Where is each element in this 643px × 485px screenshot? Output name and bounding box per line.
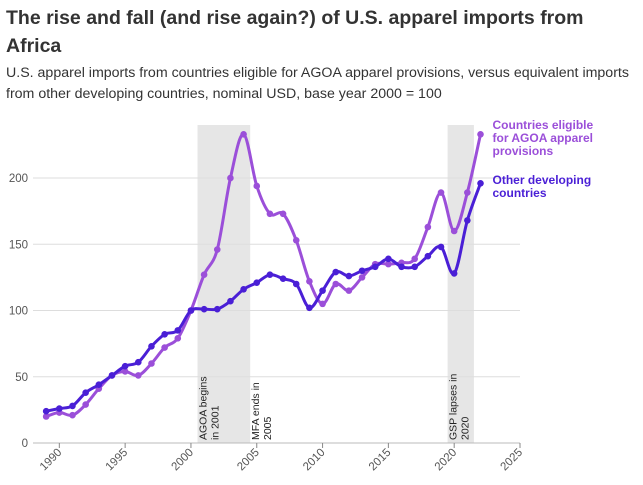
data-point [187,307,195,314]
data-point [385,260,392,268]
y-tick-label: 0 [22,438,28,450]
shaded-period-label: GSP lapses in [448,373,460,440]
data-point [121,362,129,370]
annotations: AGOA begins in 2001 GSP lapses in 2020 MFA e… [198,373,472,440]
data-point [56,405,63,412]
series-label: provisions [493,144,554,158]
data-point [200,271,208,279]
data-point [266,271,274,279]
series-lines [42,130,484,420]
data-point [345,287,353,294]
data-point [279,275,287,283]
data-point [450,227,458,235]
data-point [69,411,76,419]
data-point [332,268,340,276]
data-point [148,360,155,367]
data-point [266,210,274,218]
data-point [464,189,471,196]
data-point [398,263,405,271]
data-point [95,381,103,389]
data-point [253,279,261,286]
x-tick-label: 1995 [104,447,131,474]
data-point [240,130,247,138]
data-point [82,401,89,408]
y-tick-label: 200 [9,173,28,185]
data-point [148,342,155,350]
x-tick-label: 2020 [433,447,460,474]
data-point [424,223,432,231]
data-point [319,287,326,294]
data-point [227,174,234,182]
data-point [134,358,142,366]
shaded-period-label: AGOA begins [198,376,210,440]
series-label: countries [493,186,547,200]
data-point [306,278,313,285]
data-point [200,305,208,313]
data-point [42,407,50,415]
data-point [319,300,326,308]
x-tick-label: 2000 [169,447,196,474]
data-point [69,402,76,410]
data-point [358,274,366,281]
data-point [292,280,300,288]
chart-subtitle: U.S. apparel imports from countries elig… [6,65,629,102]
data-point [227,297,234,305]
data-point [371,263,379,271]
y-tick-label: 150 [9,239,28,251]
data-point [213,305,221,313]
y-tick-label: 50 [15,372,28,384]
data-point [82,389,89,396]
data-point [240,286,247,293]
annotation-label: 2005 [262,416,274,440]
data-point [292,236,300,244]
series-line-1 [45,182,482,413]
data-point [134,372,142,379]
data-point [306,304,313,312]
data-point [121,368,129,375]
y-tick-label: 100 [9,306,28,318]
data-point [213,246,221,253]
data-point [358,267,366,275]
shaded-period-label: in 2001 [210,405,222,440]
series-line-0 [45,132,482,418]
series-label: Other developing [493,173,592,187]
data-point [174,335,182,342]
data-point [345,272,353,280]
data-point [385,255,392,263]
data-point [411,263,419,271]
data-point [437,189,445,196]
data-point [161,344,168,351]
data-point [174,327,182,334]
data-point [42,413,50,420]
data-point [450,270,458,277]
x-tick-label: 2015 [367,447,394,474]
data-point [477,130,484,138]
data-point [437,243,445,251]
annotation-label: MFA ends in [250,382,262,440]
chart-title: The rise and fall (and rise again?) of U… [6,7,584,57]
data-point [411,255,419,263]
x-tick-label: 2010 [301,447,328,474]
shaded-period-label: 2020 [460,416,472,440]
data-point [161,331,168,338]
data-point [108,372,116,379]
data-point [332,280,340,288]
data-point [424,252,432,260]
data-point [464,217,471,224]
data-point [253,182,261,190]
x-tick-label: 2005 [235,447,262,474]
series-label: Countries eligible [493,118,594,132]
data-point [477,180,484,187]
x-tick-label: 2025 [499,447,526,474]
series-label: for AGOA apparel [493,131,593,145]
x-tick-label: 1990 [38,447,65,474]
data-point [279,210,287,218]
